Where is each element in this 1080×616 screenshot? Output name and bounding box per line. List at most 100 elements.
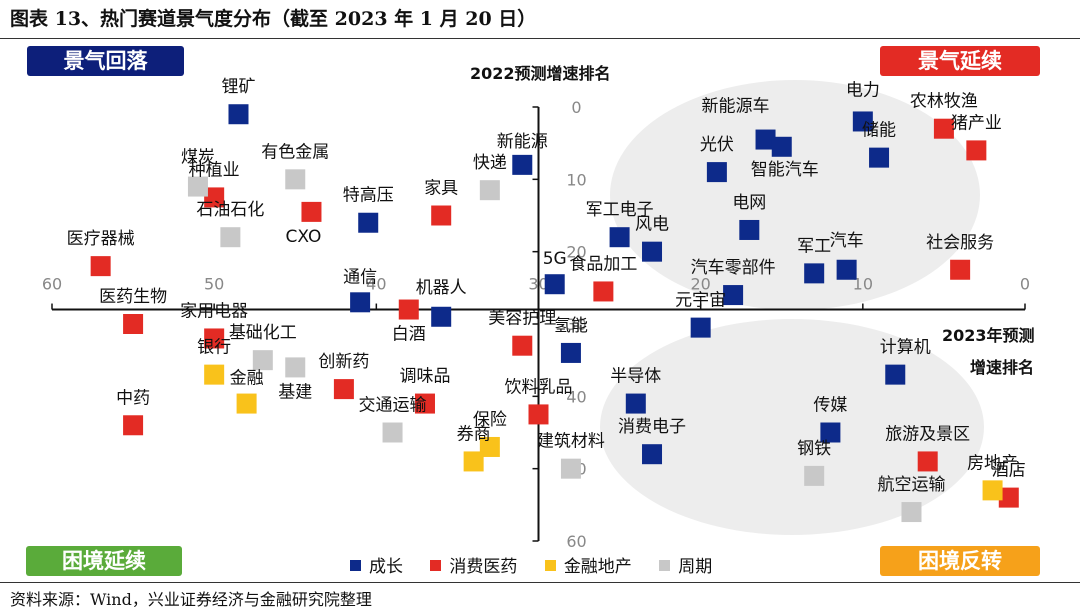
point-label: 建筑材料 bbox=[537, 432, 605, 452]
point-label: 银行 bbox=[197, 338, 231, 358]
point-label: 医疗器械 bbox=[67, 229, 135, 249]
point-label: 氢能 bbox=[554, 316, 588, 336]
data-point bbox=[560, 458, 581, 479]
legend-swatch-cyclical bbox=[659, 559, 671, 571]
point-label: 煤炭 bbox=[181, 148, 215, 168]
data-point bbox=[285, 357, 306, 378]
y-axis-title: 2022预测增速排名 bbox=[470, 64, 611, 83]
x-tick-label: 20 bbox=[690, 275, 710, 294]
y-tick-label: 0 bbox=[571, 98, 581, 117]
chart-axes bbox=[51, 106, 1026, 542]
legend-label-growth: 成长 bbox=[369, 557, 403, 577]
data-point bbox=[252, 350, 273, 371]
point-label: 计算机 bbox=[880, 338, 931, 358]
point-label: 传媒 bbox=[813, 396, 847, 416]
point-label: 保险 bbox=[473, 410, 507, 430]
point-label: 汽车 bbox=[830, 231, 864, 251]
point-label: 石油石化 bbox=[196, 200, 264, 220]
point-label: 新能源车 bbox=[702, 97, 770, 117]
point-label: 基建 bbox=[278, 382, 312, 402]
data-point bbox=[982, 480, 1003, 501]
legend-label-consumer-medical: 消费医药 bbox=[449, 557, 518, 577]
data-point bbox=[431, 205, 452, 226]
chart-legend: 成长 消费医药 金融地产 周期 bbox=[350, 552, 734, 577]
point-label: 机器人 bbox=[416, 278, 467, 298]
point-label: 通信 bbox=[343, 267, 377, 287]
data-point bbox=[609, 227, 630, 248]
point-label: 猪产业 bbox=[951, 113, 1002, 133]
data-point bbox=[528, 404, 549, 425]
point-label: 风电 bbox=[635, 215, 669, 235]
x-tick-label: 10 bbox=[853, 275, 873, 294]
point-label: 中药 bbox=[116, 388, 150, 408]
title-divider bbox=[0, 38, 1080, 39]
legend-item-consumer-medical: 消费医药 bbox=[430, 552, 517, 577]
legend-label-cyclical: 周期 bbox=[678, 557, 713, 577]
point-label: 房地产 bbox=[967, 453, 1018, 473]
legend-swatch-consumer-medical bbox=[430, 559, 442, 571]
chart-points bbox=[90, 104, 1019, 523]
data-point bbox=[382, 422, 403, 443]
legend-swatch-finance-realestate bbox=[544, 559, 556, 571]
x-tick-label: 40 bbox=[366, 275, 386, 294]
data-point bbox=[706, 162, 727, 183]
x-tick-label: 60 bbox=[42, 275, 62, 294]
y-tick-label: 10 bbox=[566, 170, 586, 189]
y-tick-label: 20 bbox=[566, 243, 586, 262]
data-point bbox=[869, 147, 890, 168]
data-point bbox=[852, 111, 873, 132]
data-point bbox=[479, 436, 500, 457]
source-note: 资料来源：Wind，兴业证券经济与金融研究院整理 bbox=[10, 590, 372, 609]
point-label: 家用电器 bbox=[180, 301, 248, 321]
data-point bbox=[187, 176, 208, 197]
data-point bbox=[901, 502, 922, 523]
point-label: 食品加工 bbox=[569, 254, 637, 274]
data-point bbox=[350, 292, 371, 313]
point-label: 医药生物 bbox=[99, 287, 167, 307]
point-label: 有色金属 bbox=[261, 142, 329, 162]
point-label: 特高压 bbox=[343, 186, 394, 206]
data-point bbox=[723, 285, 744, 306]
data-point bbox=[512, 335, 533, 356]
scatter-chart: 60504030201000102030405060 锂矿新能源新能源车光伏智能… bbox=[42, 77, 1030, 551]
data-point bbox=[358, 212, 379, 233]
data-point bbox=[512, 154, 533, 175]
x-axis-title-line1: 2023年预测 bbox=[942, 326, 1035, 345]
point-label: 元宇宙 bbox=[675, 291, 726, 311]
quadrant-label-boom-continuing: 景气延续 bbox=[880, 46, 1040, 76]
ellipse-top-right bbox=[610, 80, 980, 310]
quadrant-label-distress-reversal: 困境反转 bbox=[880, 546, 1040, 576]
data-point bbox=[966, 140, 987, 161]
point-label: 电网 bbox=[732, 193, 766, 213]
point-label: 光伏 bbox=[700, 135, 734, 155]
point-label: CXO bbox=[286, 227, 322, 247]
x-axis-title-line2: 增速排名 bbox=[970, 358, 1035, 377]
point-label: 锂矿 bbox=[221, 77, 255, 97]
legend-label-finance-realestate: 金融地产 bbox=[563, 557, 632, 577]
data-point bbox=[836, 259, 857, 280]
data-point bbox=[804, 263, 825, 284]
data-point bbox=[204, 364, 225, 385]
point-label: 军工 bbox=[797, 236, 831, 256]
y-tick-label: 40 bbox=[566, 387, 586, 406]
source-divider bbox=[0, 582, 1080, 583]
point-label: 金融 bbox=[230, 369, 264, 389]
data-point bbox=[204, 187, 225, 208]
data-point bbox=[123, 314, 144, 334]
point-label: 电力 bbox=[846, 80, 880, 100]
point-label: 种植业 bbox=[189, 160, 240, 180]
data-point bbox=[593, 281, 614, 302]
point-label: 智能汽车 bbox=[751, 160, 819, 180]
data-point bbox=[739, 219, 760, 240]
x-tick-label: 50 bbox=[204, 275, 224, 294]
y-tick-label: 30 bbox=[566, 315, 586, 334]
data-point bbox=[544, 274, 565, 295]
data-point bbox=[917, 451, 938, 472]
data-point bbox=[820, 422, 841, 443]
data-point bbox=[625, 393, 646, 414]
data-point bbox=[301, 201, 322, 222]
point-label: 家具 bbox=[424, 179, 458, 199]
data-point bbox=[285, 169, 306, 190]
x-tick-label: 30 bbox=[528, 275, 548, 294]
